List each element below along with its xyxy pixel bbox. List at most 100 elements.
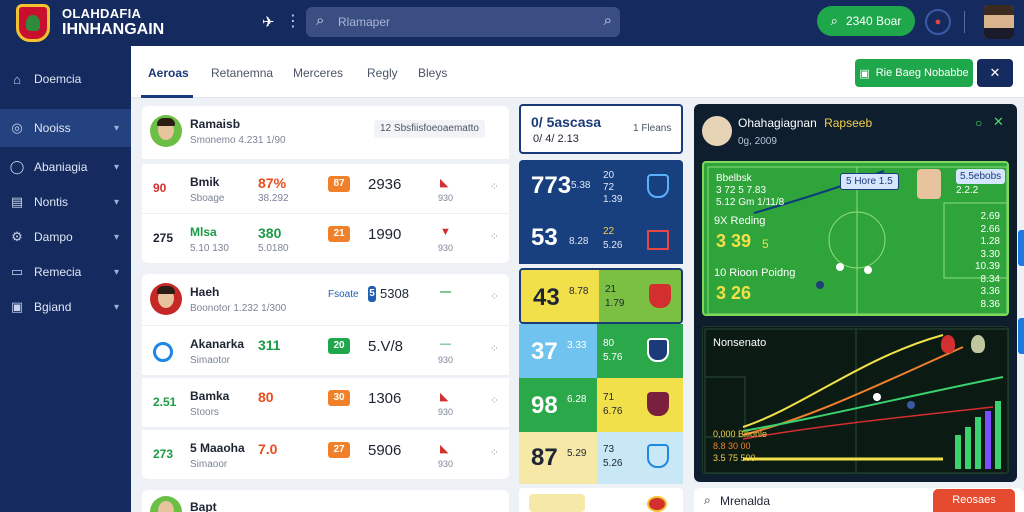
sidebar-item-dampo[interactable]: ⚙ Dampo ▾ <box>0 218 131 256</box>
tab-bleys[interactable]: Bleys <box>418 66 448 80</box>
close-button[interactable]: ✕ <box>977 59 1013 87</box>
table-row[interactable]: 2.51 Bamka Stoors 80 30 1306 ◣ 930 ⁘ <box>142 378 509 428</box>
avatar-suit <box>984 28 1014 39</box>
sidebar-item-nontis[interactable]: ▤ Nontis ▾ <box>0 183 131 221</box>
player-marker-icon <box>816 281 824 289</box>
score-tile[interactable]: 773 5.38 20 72 1.39 53 8.28 22 5.26 <box>519 160 683 264</box>
scroll-tab[interactable] <box>1018 318 1024 354</box>
table-row[interactable]: 90 Bmik Sboage 87% 38.292 87 2936 ◣ 930 … <box>142 164 509 214</box>
row-menu-icon[interactable]: ⁘ <box>489 291 499 303</box>
club-logo[interactable] <box>16 4 50 42</box>
chart-icon: ▣ <box>10 299 24 314</box>
table-row[interactable]: 273 5 Maaoha Simaoor 7.0 27 5906 ◣ 930 ⁘ <box>142 430 509 480</box>
primary-action-button[interactable]: ▣ Rie Baeg Nobabbe <box>855 59 973 87</box>
score-a: 22 <box>603 226 615 237</box>
chevron-down-icon: ▾ <box>113 122 119 134</box>
refresh-icon[interactable]: ○ <box>975 116 983 130</box>
pitch-view[interactable]: Bbelbsk 3 72 5 7.83 5.12 Gm 1/11/8 5 Hor… <box>702 161 1009 316</box>
sidebar-item-bgiand[interactable]: ▣ Bgiand ▾ <box>0 288 131 326</box>
pitch-label-3: 5.12 Gm 1/11/8 <box>716 197 785 208</box>
pitch-side-stat: 2.69 <box>980 211 1000 222</box>
sidebar-item-abaniagia[interactable]: ◯ Abaniagia ▾ <box>0 148 131 186</box>
scroll-tab[interactable] <box>1018 230 1024 266</box>
reosaes-button[interactable]: Reosaes <box>933 489 1015 512</box>
more-vertical-icon[interactable]: ⋮ <box>285 13 301 30</box>
tile-highlight <box>529 494 585 512</box>
chart-bar <box>965 427 971 469</box>
score-b: 5.26 <box>603 240 623 251</box>
scoreboard-title: 0/ 5ascasa <box>531 114 602 130</box>
tab-regly[interactable]: Regly <box>367 66 398 80</box>
search-box[interactable]: ⌕ ⌕ <box>306 7 620 37</box>
share-icon[interactable]: ✈ <box>262 14 275 31</box>
row-rank: 273 <box>153 447 174 461</box>
row-chip: 20 <box>328 338 350 354</box>
player-link[interactable]: Fsoate <box>328 289 359 300</box>
pitch-side-stat: 2.66 <box>980 223 1000 235</box>
sidebar-item-label: Nontis <box>34 195 69 209</box>
trajectory-line-red <box>742 406 994 440</box>
search-icon: ⌕ <box>830 13 838 28</box>
row-rank: 2.51 <box>153 395 177 409</box>
tab-retanemna[interactable]: Retanemna <box>211 66 274 80</box>
row-percent: 87% <box>258 175 287 191</box>
search-submit-icon[interactable]: ⌕ <box>603 12 612 29</box>
tab-aeroas[interactable]: Aeroas <box>148 66 189 80</box>
notification-icon[interactable]: ● <box>925 9 951 35</box>
row-percent: 7.0 <box>258 441 278 457</box>
player-header-a[interactable]: Ramaisb Smonemo 4.231 1/90 12 Sbsfiisfoe… <box>142 106 509 160</box>
row-trend-value: 930 <box>438 193 454 203</box>
player-sub: Boonotor 1.232 1/300 <box>190 303 287 314</box>
balance-button[interactable]: ⌕ 2340 Boar <box>817 6 915 36</box>
row-score: 5906 <box>368 442 402 459</box>
avatar <box>150 496 182 512</box>
trend-down-icon: ▼ <box>440 226 451 238</box>
trend-flat-icon: — <box>440 286 451 298</box>
row-trend-value: 930 <box>438 243 454 253</box>
sidebar: ⌂ Doemcia ◎ Nooiss ▾ ◯ Abaniagia ▾ ▤ Non… <box>0 46 131 512</box>
tile-highlight <box>521 270 599 322</box>
close-icon[interactable]: ✕ <box>993 114 1004 129</box>
search-input[interactable] <box>338 13 588 31</box>
chevron-down-icon: ▾ <box>113 196 119 208</box>
score-tile[interactable]: 87 5.29 73 5.26 <box>519 432 683 484</box>
pitch-row1-label: 9X Reding <box>714 215 766 227</box>
score-sub: 6.28 <box>567 394 587 405</box>
primary-action-label: Rie Baeg Nobabbe <box>875 67 969 79</box>
score-value: 37 <box>531 338 558 365</box>
sidebar-item-nooiss[interactable]: ◎ Nooiss ▾ <box>0 109 131 147</box>
score-b: 6.76 <box>603 406 623 417</box>
tab-merceres[interactable]: Merceres <box>293 66 344 80</box>
pitch-row2-value: 3 26 <box>716 283 752 303</box>
score-value: 53 <box>531 224 558 251</box>
pitch-badge[interactable]: 5 Hore 1.5 <box>840 173 899 190</box>
table-row[interactable]: Bapt <box>142 490 509 512</box>
trajectory-chart[interactable]: Nonsenato 0,000 Bilionle 8.8 30 00 3.5 7… <box>702 326 1009 474</box>
score-tile[interactable]: 98 6.28 71 6.76 <box>519 378 683 432</box>
trend-down-icon: ◣ <box>440 391 449 403</box>
sidebar-item-doemcia[interactable]: ⌂ Doemcia <box>0 60 131 98</box>
table-row[interactable]: 275 Mlsa 5.10 130 380 5.0180 21 1990 ▼ 9… <box>142 214 509 264</box>
row-menu-icon[interactable]: ⁘ <box>489 231 499 243</box>
grid-icon: ▣ <box>859 67 870 80</box>
scoreboard-header[interactable]: 0/ 5ascasa 0/ 4/ 2.13 1 Fleans <box>519 104 683 154</box>
score-tile[interactable]: 43 8.78 21 1.79 <box>519 268 683 324</box>
player-header-b[interactable]: Haeh Boonotor 1.232 1/300 Fsoate 5 5308 … <box>142 274 509 326</box>
ball-icon <box>836 263 844 271</box>
scoreboard-side-label: 1 Fleans <box>633 123 672 134</box>
chevron-down-icon: ▾ <box>113 266 119 278</box>
score-tile[interactable]: 37 3.33 80 5.76 <box>519 324 683 378</box>
score-value: 87 <box>531 444 558 471</box>
table-row[interactable]: Akanarka Simaotor 311 20 5.V/8 — 930 ⁘ <box>142 326 509 376</box>
row-menu-icon[interactable]: ⁘ <box>489 181 499 193</box>
score-b: 5.76 <box>603 352 623 363</box>
sidebar-item-remecia[interactable]: ▭ Remecia ▾ <box>0 253 131 291</box>
row-menu-icon[interactable]: ⁘ <box>489 447 499 459</box>
sidebar-item-label: Nooiss <box>34 121 71 135</box>
row-sub: Sboage <box>190 193 225 204</box>
row-menu-icon[interactable]: ⁘ <box>489 395 499 407</box>
row-menu-icon[interactable]: ⁘ <box>489 343 499 355</box>
user-avatar[interactable] <box>984 5 1014 39</box>
chart-bar <box>995 401 1001 469</box>
row-score: 1306 <box>368 390 402 407</box>
